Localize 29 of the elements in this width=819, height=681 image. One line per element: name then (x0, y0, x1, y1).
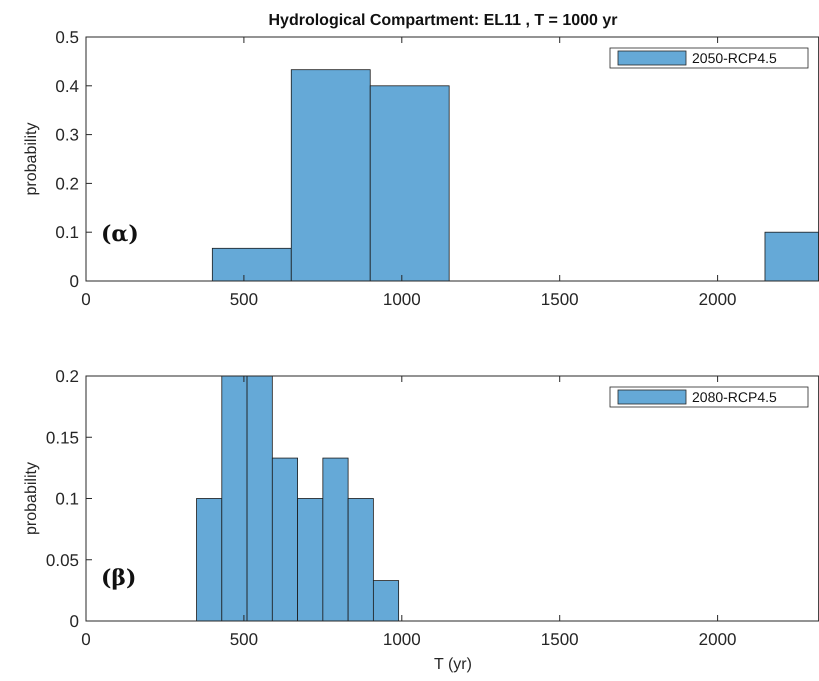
x-tick-label: 0 (81, 290, 91, 309)
chart-title: Hydrological Compartment: EL11 , T = 1000 yr (268, 12, 618, 29)
y-tick-label: 0.2 (55, 174, 79, 194)
y-tick-label: 0 (70, 272, 79, 291)
x-tick-label: 1000 (382, 630, 421, 649)
annotation: (α) (101, 221, 139, 247)
legend-label: 2050-RCP4.5 (692, 50, 778, 66)
y-tick-label: 0.5 (55, 28, 79, 47)
y-tick-label: 0.2 (55, 367, 79, 386)
y-tick-label: 0.15 (46, 428, 79, 448)
x-tick-label: 0 (81, 630, 91, 649)
y-axis-title: probability (23, 122, 40, 196)
x-tick-label: 2000 (698, 630, 737, 649)
y-tick-label: 0.1 (55, 223, 79, 242)
x-tick-label: 500 (230, 290, 258, 309)
x-tick-label: 1500 (540, 630, 579, 649)
annotation: (β) (101, 565, 136, 591)
y-tick-label: 0.05 (46, 550, 79, 570)
y-tick-label: 0.1 (55, 490, 79, 508)
x-tick-label: 1000 (382, 290, 421, 309)
x-tick-label: 2000 (698, 290, 737, 309)
y-tick-label: 0 (70, 612, 79, 631)
x-tick-label: 500 (230, 630, 258, 649)
y-tick-label: 0.4 (55, 76, 79, 96)
x-tick-label: 1500 (540, 290, 579, 309)
y-axis-title: probability (23, 462, 40, 535)
y-tick-label: 0.3 (55, 126, 79, 145)
legend-label: 2080-RCP4.5 (692, 389, 778, 405)
x-axis-title: T (yr) (434, 656, 472, 673)
